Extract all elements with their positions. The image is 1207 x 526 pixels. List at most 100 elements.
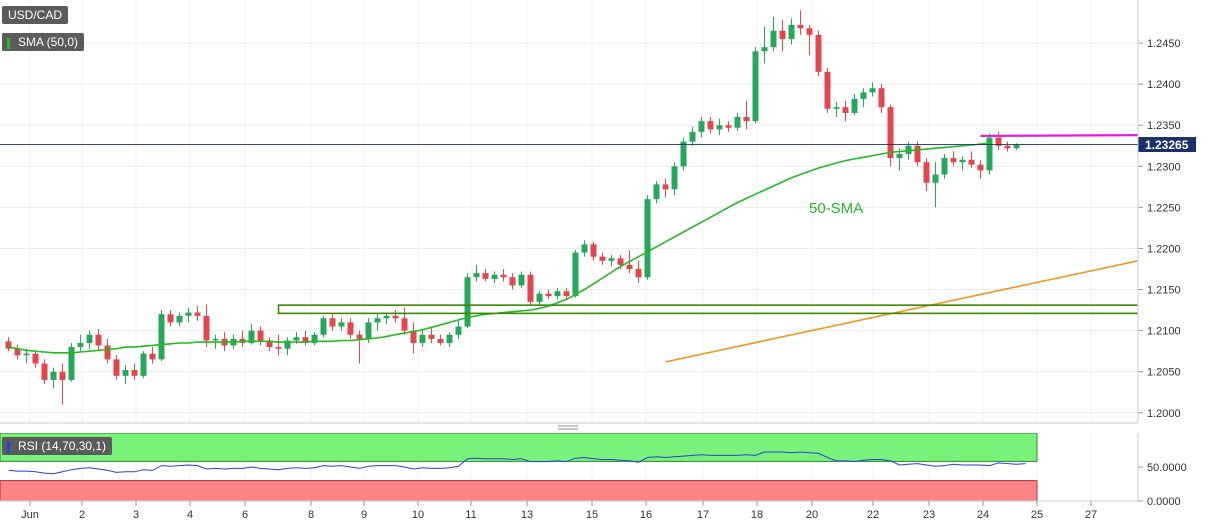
date-tick-label: 27 bbox=[1085, 509, 1097, 521]
candle-body bbox=[383, 315, 390, 319]
candle bbox=[59, 363, 66, 405]
candle-body bbox=[806, 28, 813, 35]
candle bbox=[716, 118, 723, 136]
candle-body bbox=[59, 371, 66, 380]
price-tick-label: 1.2250 bbox=[1147, 202, 1181, 214]
candle bbox=[725, 121, 732, 132]
candle-body bbox=[716, 125, 723, 130]
candle-body bbox=[464, 277, 471, 327]
candle-body bbox=[509, 277, 516, 286]
price-tick-label: 1.2150 bbox=[1147, 285, 1181, 297]
candle bbox=[302, 330, 309, 346]
candle-body bbox=[158, 314, 165, 360]
candle bbox=[77, 334, 84, 352]
candle-body bbox=[545, 293, 552, 297]
candle-body bbox=[662, 184, 669, 190]
candle bbox=[518, 271, 525, 288]
candle-body bbox=[581, 244, 588, 253]
candle-body bbox=[185, 312, 192, 316]
candle-body bbox=[734, 117, 741, 128]
candle-body bbox=[707, 121, 714, 130]
candle bbox=[392, 310, 399, 323]
candle bbox=[32, 351, 39, 368]
candle bbox=[815, 30, 822, 76]
candle bbox=[644, 195, 651, 280]
date-tick-label: 3 bbox=[133, 509, 139, 521]
candle bbox=[500, 269, 507, 282]
candle-body bbox=[887, 107, 894, 159]
candle bbox=[788, 18, 795, 45]
candle bbox=[1004, 141, 1011, 152]
candle bbox=[689, 126, 696, 146]
candle bbox=[752, 47, 759, 124]
consolidation-box bbox=[277, 304, 1138, 315]
candle-body bbox=[257, 330, 264, 341]
panel-splitter[interactable] bbox=[0, 424, 1138, 433]
candle-body bbox=[68, 347, 75, 380]
candle-body bbox=[635, 269, 642, 278]
candle-body bbox=[149, 353, 156, 360]
candle-body bbox=[473, 273, 480, 278]
candle bbox=[446, 332, 453, 348]
candle-body bbox=[374, 318, 381, 323]
candle-body bbox=[347, 322, 354, 335]
candle-body bbox=[689, 131, 696, 142]
rsi-indicator-label[interactable]: RSI (14,70,30,1) bbox=[2, 437, 113, 455]
candle-body bbox=[356, 334, 363, 339]
candle bbox=[887, 104, 894, 167]
date-tick-label: 18 bbox=[751, 509, 763, 521]
candle bbox=[635, 260, 642, 283]
price-tick-label: 1.2050 bbox=[1147, 367, 1181, 379]
rsi-indicator-text: RSI (14,70,30,1) bbox=[18, 439, 107, 453]
candle-body bbox=[482, 273, 489, 279]
price-panel bbox=[0, 10, 1138, 405]
candle bbox=[527, 271, 534, 306]
sma-indicator-label[interactable]: SMA (50,0) bbox=[2, 33, 85, 51]
candle-body bbox=[824, 71, 831, 109]
candle bbox=[662, 178, 669, 198]
candle-body bbox=[14, 348, 21, 356]
candle-body bbox=[680, 141, 687, 167]
candle-body bbox=[527, 274, 534, 302]
date-tick-label: 10 bbox=[412, 509, 424, 521]
date-tick-label: 8 bbox=[308, 509, 314, 521]
candle-body bbox=[212, 338, 219, 341]
date-tick-label: 25 bbox=[1031, 509, 1043, 521]
date-tick-label: 16 bbox=[640, 509, 652, 521]
date-axis: Jun 2 3 4 6 8 9 10 11 13 15 16 17 18 20 22 23 24 25 27 bbox=[21, 501, 1097, 521]
candle-body bbox=[842, 107, 849, 113]
date-tick-label: 9 bbox=[361, 509, 367, 521]
candle bbox=[5, 337, 12, 352]
candle bbox=[878, 84, 885, 113]
candle bbox=[455, 320, 462, 339]
candle-body bbox=[761, 47, 768, 52]
ascending-trendline bbox=[665, 259, 1138, 363]
candle-body bbox=[950, 158, 957, 163]
candle bbox=[347, 318, 354, 339]
candle-body bbox=[203, 315, 210, 341]
price-tick-label: 1.2200 bbox=[1147, 243, 1181, 255]
candle-body bbox=[50, 371, 57, 380]
candle bbox=[698, 117, 705, 138]
candle bbox=[869, 82, 876, 97]
candle bbox=[545, 289, 552, 300]
candle bbox=[923, 158, 930, 191]
candle-body bbox=[23, 353, 30, 356]
candle bbox=[383, 312, 390, 325]
candle-body bbox=[491, 274, 498, 279]
candle-body bbox=[329, 318, 336, 327]
candle bbox=[473, 264, 480, 282]
price-tick-label: 1.2100 bbox=[1147, 326, 1181, 338]
candle-body bbox=[653, 184, 660, 200]
candle-body bbox=[500, 274, 507, 278]
candle bbox=[401, 307, 408, 335]
sma-annotation: 50-SMA bbox=[809, 200, 863, 217]
candle bbox=[977, 159, 984, 179]
rsi-tick-label: 50.0000 bbox=[1147, 462, 1187, 474]
candle bbox=[203, 304, 210, 348]
candle bbox=[410, 322, 417, 354]
candle bbox=[257, 326, 264, 346]
candle-body bbox=[32, 353, 39, 364]
candle-body bbox=[779, 30, 786, 39]
